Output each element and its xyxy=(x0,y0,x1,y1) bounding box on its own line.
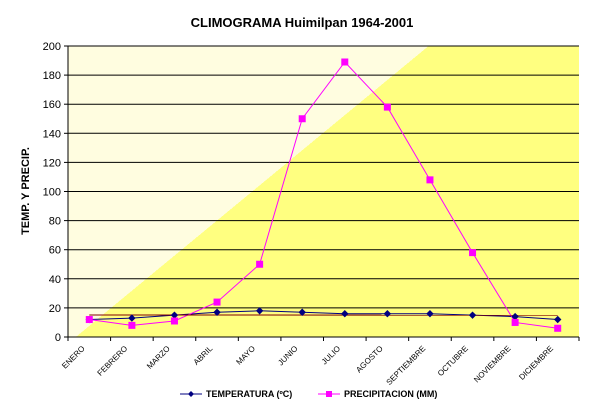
series-layer xyxy=(85,58,562,332)
y-tick-label: 140 xyxy=(43,128,61,140)
temperature-point xyxy=(255,307,264,315)
precipitation-point xyxy=(213,298,221,306)
precipitation-point xyxy=(511,318,519,326)
x-tick-label: NOVIEMBRE xyxy=(472,344,512,384)
y-axis: 0 20 40 60 80 100 120 140 160 180 200 xyxy=(43,41,69,344)
precipitation-point xyxy=(554,324,562,332)
x-tick-label: MAYO xyxy=(234,344,257,367)
y-tick-label: 60 xyxy=(49,245,61,257)
y-tick-label: 40 xyxy=(49,274,61,286)
y-tick-label: 100 xyxy=(43,187,61,199)
precipitation-point xyxy=(298,115,306,123)
x-tick-label: AGOSTO xyxy=(354,344,384,374)
precipitation-point xyxy=(383,103,391,111)
chart-title: CLIMOGRAMA Huimilpan 1964-2001 xyxy=(191,15,414,30)
y-tick-label: 80 xyxy=(49,216,61,228)
precipitation-point xyxy=(469,249,477,257)
x-tick-label: JULIO xyxy=(320,344,342,366)
y-tick-label: 20 xyxy=(49,303,61,315)
gridlines xyxy=(68,45,579,338)
precipitation-point xyxy=(341,58,349,66)
precipitation-point xyxy=(85,316,93,324)
temperature-point xyxy=(298,308,306,316)
temperature-point xyxy=(341,310,349,318)
y-tick-label: 200 xyxy=(43,41,61,53)
y-tick-label: 0 xyxy=(55,332,61,344)
x-tick-label: ENERO xyxy=(60,344,86,370)
y-tick-label: 160 xyxy=(43,99,61,111)
legend-marker xyxy=(188,391,194,397)
legend-label: PRECIPITACION (MM) xyxy=(344,389,437,399)
x-tick-label: FEBRERO xyxy=(96,344,130,378)
temperature-point xyxy=(468,311,477,319)
precipitation-point xyxy=(426,176,434,184)
precipitation-point xyxy=(170,317,178,325)
legend: TEMPERATURA (ºC) PRECIPITACION (MM) xyxy=(180,389,437,399)
temperature-point xyxy=(426,310,434,318)
temperature-point xyxy=(554,315,562,324)
legend-label: TEMPERATURA (ºC) xyxy=(206,389,292,399)
y-tick-label: 180 xyxy=(43,70,61,82)
x-tick-label: JUNIO xyxy=(276,344,299,367)
x-axis: ENERO FEBRERO MARZO ABRIL MAYO JUNIO JULIO AGOS… xyxy=(60,336,580,387)
temperature-point xyxy=(383,310,392,318)
y-tick-label: 120 xyxy=(43,157,61,169)
legend-marker xyxy=(326,391,332,397)
x-tick-label: OCTUBRE xyxy=(436,344,470,378)
precipitation-point xyxy=(256,260,264,268)
x-tick-label: ABRIL xyxy=(192,344,215,367)
precipitation-point xyxy=(128,321,136,329)
temperature-point xyxy=(213,308,221,316)
temperature-point xyxy=(128,314,136,322)
series-line xyxy=(89,61,558,329)
y-axis-label: TEMP. Y PRECIP. xyxy=(20,147,32,235)
x-tick-label: MARZO xyxy=(145,344,172,371)
x-tick-label: SEPTIEMBRE xyxy=(385,344,428,387)
x-tick-label: DICIEMBRE xyxy=(517,344,555,382)
